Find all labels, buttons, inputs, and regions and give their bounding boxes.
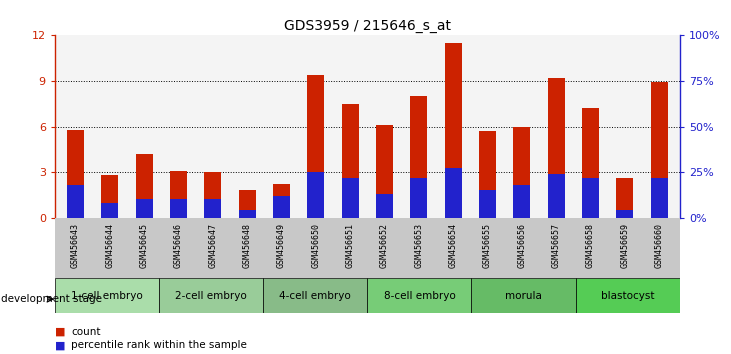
Bar <box>651 82 668 218</box>
Text: GSM456644: GSM456644 <box>105 223 114 268</box>
Bar <box>616 210 634 218</box>
Bar <box>513 185 531 218</box>
Text: 1-cell embryo: 1-cell embryo <box>71 291 143 301</box>
Bar <box>367 278 471 313</box>
Bar <box>170 200 187 218</box>
Bar <box>238 190 256 218</box>
Text: 2-cell embryo: 2-cell embryo <box>175 291 247 301</box>
Bar <box>444 43 462 218</box>
Text: GSM456655: GSM456655 <box>483 223 492 268</box>
Bar <box>444 169 462 218</box>
Bar <box>135 154 153 218</box>
Bar <box>376 125 393 218</box>
Text: GSM456646: GSM456646 <box>174 223 183 268</box>
Bar <box>479 190 496 218</box>
Bar <box>582 108 599 218</box>
Bar <box>548 174 565 218</box>
Text: GSM456657: GSM456657 <box>552 223 561 268</box>
Text: GSM456652: GSM456652 <box>380 223 389 268</box>
Text: GSM456650: GSM456650 <box>311 223 320 268</box>
Bar <box>101 203 118 218</box>
Text: GSM456658: GSM456658 <box>586 223 595 268</box>
Text: 4-cell embryo: 4-cell embryo <box>279 291 351 301</box>
Bar <box>273 184 290 218</box>
Text: GSM456656: GSM456656 <box>518 223 526 268</box>
Text: 8-cell embryo: 8-cell embryo <box>384 291 455 301</box>
Bar <box>159 278 263 313</box>
Bar <box>204 172 221 218</box>
Bar <box>582 178 599 218</box>
Bar <box>616 178 634 218</box>
Text: GSM456643: GSM456643 <box>71 223 80 268</box>
Text: GSM456649: GSM456649 <box>277 223 286 268</box>
Text: development stage: development stage <box>1 294 102 304</box>
Bar <box>273 196 290 218</box>
Bar <box>67 130 84 218</box>
Bar <box>479 131 496 218</box>
Text: blastocyst: blastocyst <box>601 291 654 301</box>
Bar <box>513 127 531 218</box>
Bar <box>238 210 256 218</box>
Text: GSM456660: GSM456660 <box>655 223 664 268</box>
Bar <box>651 178 668 218</box>
Title: GDS3959 / 215646_s_at: GDS3959 / 215646_s_at <box>284 19 451 33</box>
Bar <box>341 178 359 218</box>
Text: GSM456654: GSM456654 <box>449 223 458 268</box>
Text: GSM456653: GSM456653 <box>414 223 423 268</box>
Bar <box>341 104 359 218</box>
Text: GSM456647: GSM456647 <box>208 223 217 268</box>
Bar <box>307 75 325 218</box>
Text: percentile rank within the sample: percentile rank within the sample <box>71 340 247 350</box>
Bar <box>135 200 153 218</box>
Text: count: count <box>71 327 100 337</box>
Bar <box>410 96 428 218</box>
Text: GSM456645: GSM456645 <box>140 223 148 268</box>
Bar <box>548 78 565 218</box>
Text: GSM456659: GSM456659 <box>621 223 629 268</box>
Bar <box>204 200 221 218</box>
Bar <box>101 175 118 218</box>
Text: ■: ■ <box>55 340 65 350</box>
Bar <box>575 278 680 313</box>
Bar <box>471 278 575 313</box>
Bar <box>263 278 367 313</box>
Bar <box>376 194 393 218</box>
Text: ■: ■ <box>55 327 65 337</box>
Text: morula: morula <box>505 291 542 301</box>
Text: GSM456648: GSM456648 <box>243 223 251 268</box>
Bar <box>307 172 325 218</box>
Bar <box>55 278 159 313</box>
Text: GSM456651: GSM456651 <box>346 223 355 268</box>
Bar <box>170 171 187 218</box>
Bar <box>67 185 84 218</box>
Bar <box>410 178 428 218</box>
